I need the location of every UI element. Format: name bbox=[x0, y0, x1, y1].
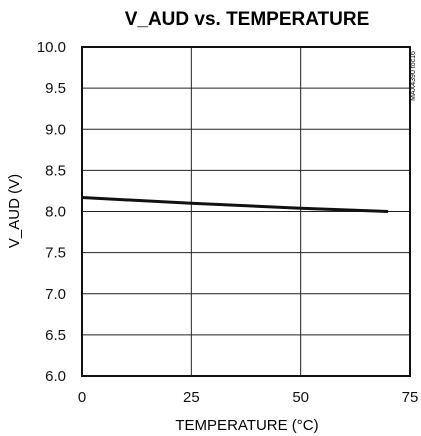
series-line-0 bbox=[81, 196, 389, 213]
y-tick-label-5: 8.5 bbox=[45, 162, 66, 179]
y-axis-label: V_AUD (V) bbox=[6, 174, 23, 248]
x-tick-label-0: 0 bbox=[78, 389, 86, 406]
x-tick-label-1: 25 bbox=[183, 389, 200, 406]
y-tick-label-8: 10.0 bbox=[37, 39, 66, 56]
x-tick-label-3: 75 bbox=[402, 389, 419, 406]
plot-frame bbox=[81, 46, 411, 377]
y-tick-label-6: 9.0 bbox=[45, 121, 66, 138]
y-tick-label-1: 6.5 bbox=[45, 327, 66, 344]
plot-area: 6.0 6.5 7.0 7.5 8.0 8.5 9.0 9.5 10.0 0 25 50 75 bbox=[37, 39, 419, 406]
chart-title: V_AUD vs. TEMPERATURE bbox=[125, 9, 370, 30]
chart-annotation: MAX4390 toc16 bbox=[410, 51, 417, 101]
y-tick-label-4: 8.0 bbox=[45, 204, 66, 221]
y-tick-label-2: 7.0 bbox=[45, 286, 66, 303]
x-tick-label-2: 50 bbox=[292, 389, 309, 406]
y-tick-label-0: 6.0 bbox=[45, 368, 66, 385]
x-axis-label: TEMPERATURE (°C) bbox=[175, 417, 318, 434]
y-tick-label-3: 7.5 bbox=[45, 245, 66, 262]
y-tick-label-7: 9.5 bbox=[45, 80, 66, 97]
